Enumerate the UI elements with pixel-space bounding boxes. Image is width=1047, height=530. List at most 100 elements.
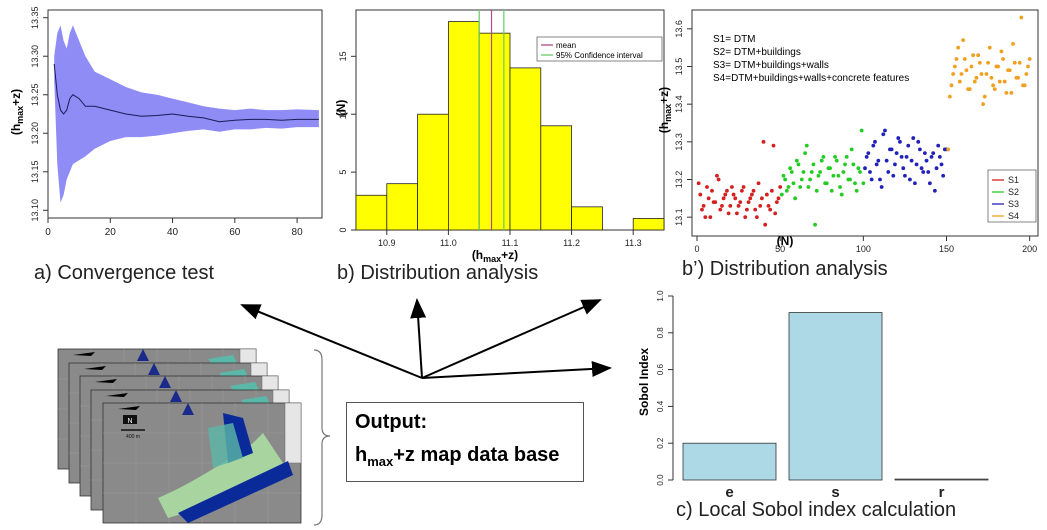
output-title: Output: (355, 411, 428, 433)
scatter-point-s4 (1014, 75, 1019, 80)
scatter-point-s2 (856, 166, 861, 171)
scatter-point-s1 (728, 203, 733, 208)
scatter-point-s2 (816, 173, 821, 178)
histogram-bar (478, 32, 511, 231)
map-stack: N 400 m (57, 348, 302, 524)
x-tick-label: 150 (939, 244, 954, 254)
scatter-point-s1 (751, 188, 756, 193)
scatter-point-s2 (834, 158, 839, 163)
scatter-point-s3 (922, 151, 927, 156)
scatter-point-s1 (731, 192, 736, 197)
scatter-point-s4 (1002, 79, 1007, 84)
scatter-point-s4 (969, 64, 974, 69)
scatter-point-s4 (954, 57, 959, 61)
scatter-point-s4 (947, 94, 952, 99)
map-flood-area (158, 433, 283, 518)
y-tick-label: 10 (338, 109, 348, 119)
x-tick-label: 80 (292, 227, 304, 238)
scatter-point-s2 (809, 170, 814, 174)
y-tick-label: 1.0 (656, 290, 665, 302)
scatter-point-s2 (844, 155, 849, 159)
scatter-point-s3 (873, 139, 877, 144)
annotation-s4: S4=DTM+buildings+walls+concrete features (713, 73, 909, 84)
scatter-point-s1 (736, 203, 741, 208)
map-stack-brace (313, 349, 331, 526)
caption-sobol: c) Local Sobol index calculation (676, 499, 957, 521)
scatter-point-s1 (763, 222, 768, 227)
output-h: h (355, 444, 368, 466)
x-tick-label: 100 (856, 244, 871, 254)
sobol-bar-r (894, 478, 989, 481)
annotation-s3: S3= DTM+buildings+walls (713, 60, 829, 71)
y-tick-label: 0.4 (656, 400, 665, 412)
scatter-point-s1 (769, 188, 774, 193)
scatter-y-axis-label: (hmax+z) (657, 87, 673, 133)
scatter-point-s4 (981, 102, 986, 107)
scatter-point-s3 (881, 132, 886, 137)
scatter-point-s1 (726, 211, 731, 216)
scatter-annotation: S1= DTM S2= DTM+buildings S3= DTM+buildi… (713, 34, 909, 84)
scatter-point-s3 (893, 162, 897, 167)
scatter-point-s4 (1026, 64, 1030, 69)
scatter-point-s1 (753, 207, 758, 212)
caption-distribution-prime: b’) Distribution analysis (682, 258, 888, 280)
y-tick-label: 13.6 (674, 20, 684, 38)
scatter-point-s4 (962, 57, 967, 61)
scatter-point-s1 (703, 215, 708, 220)
scatter-point-s1 (741, 185, 746, 189)
scatter-point-s1 (696, 181, 701, 186)
convergence-chart: 0 20 40 60 8013.1013.1513.2013.2513.3013.35 … (9, 6, 323, 238)
scatter-point-s4 (1007, 68, 1012, 73)
scatter-point-s4 (1021, 83, 1025, 88)
output-rest: +z map data base (393, 444, 560, 466)
histogram-bar (386, 183, 418, 231)
scatter-point-s3 (899, 155, 904, 159)
map-north-label: N (127, 418, 132, 425)
scatter-point-s2 (851, 162, 856, 167)
x-tick-label: 0 (694, 244, 699, 254)
scatter-point-s1 (746, 200, 751, 205)
scatter-point-s2 (796, 162, 801, 167)
x-tick-label: 60 (229, 227, 241, 238)
x-tick-label: 11.1 (502, 238, 519, 248)
scatter-point-s1 (708, 215, 713, 220)
arrow-to-scatter (421, 299, 602, 379)
scatter-point-s4 (946, 147, 951, 152)
scatter-point-s3 (919, 166, 924, 171)
map-blue-marker (182, 403, 194, 415)
histogram-bar (417, 113, 449, 231)
scatter-point-s1 (758, 203, 763, 208)
scatter-point-s3 (884, 158, 889, 163)
scatter-point-s1 (716, 177, 721, 182)
scatter-point-s2 (818, 170, 822, 174)
scatter-point-s4 (977, 60, 982, 65)
scatter-point-s4 (1001, 57, 1005, 61)
histogram-x-axis-label: (hmax+z) (472, 248, 518, 264)
scatter-point-s2 (833, 155, 837, 159)
scatter-point-s2 (801, 170, 806, 174)
scatter-point-s1 (749, 192, 754, 197)
legend-label-s1: S1 (1008, 175, 1019, 185)
output-box: Output: hmax+z map data base (346, 402, 584, 482)
scatter-point-s1 (738, 200, 743, 205)
y-tick-label: 13.35 (30, 6, 40, 29)
scatter-point-s1 (710, 188, 714, 193)
scatter-point-s2 (831, 173, 836, 178)
scatter-point-s4 (989, 75, 994, 80)
scatter-point-s2 (793, 196, 798, 201)
scatter-point-s1 (771, 143, 776, 148)
scatter-point-s4 (986, 60, 990, 65)
scatter-point-s1 (754, 215, 759, 220)
y-tick-label: 13.1 (674, 208, 684, 226)
scatter-point-s4 (999, 49, 1004, 54)
scatter-point-s3 (921, 170, 926, 174)
scatter-point-s2 (788, 166, 793, 171)
scatter-point-s2 (786, 185, 791, 189)
scatter-point-s3 (937, 155, 942, 159)
y-tick-label: 0.0 (656, 474, 665, 486)
map-scale-label: 400 m (126, 434, 140, 440)
x-tick-label: 11.2 (563, 238, 580, 248)
scatter-point-s3 (863, 166, 867, 171)
